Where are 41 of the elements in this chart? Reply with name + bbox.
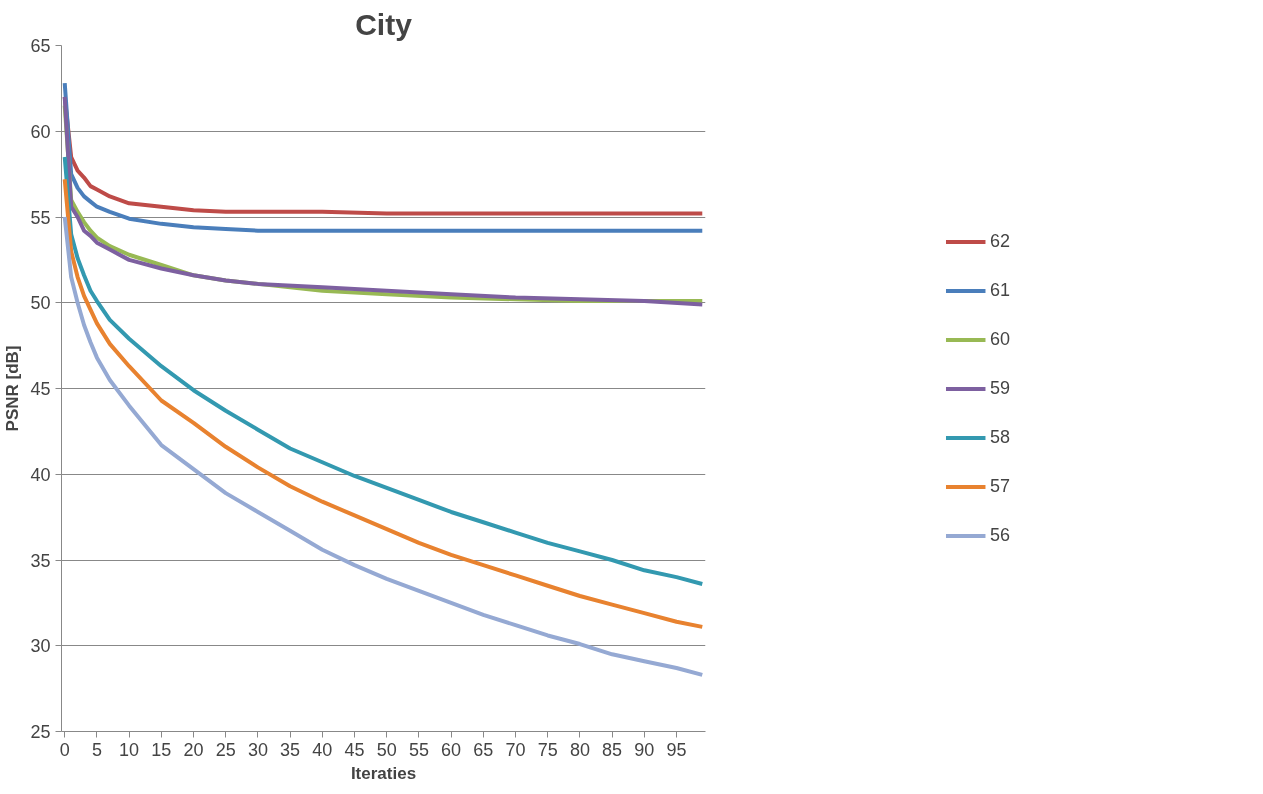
y-tick-label: 50 xyxy=(30,293,51,314)
x-tick-label: 25 xyxy=(215,739,236,760)
line-series xyxy=(62,81,705,233)
x-tick-label: 90 xyxy=(634,739,655,760)
x-tick-label: 50 xyxy=(376,739,397,760)
x-tick-label: 80 xyxy=(569,739,590,760)
y-tick-label: 60 xyxy=(30,121,51,142)
y-tick-label: 45 xyxy=(30,379,51,399)
legend-label: 60 xyxy=(989,328,1011,350)
line-series xyxy=(62,215,705,677)
x-tick-label: 20 xyxy=(183,739,204,760)
y-tick-label: 65 xyxy=(30,36,51,56)
legend-label: 61 xyxy=(989,279,1011,301)
x-tick-label: 85 xyxy=(602,739,623,760)
legend-label: 56 xyxy=(989,524,1011,546)
x-tick-label: 40 xyxy=(312,739,333,760)
x-tick-label: 30 xyxy=(247,739,268,760)
y-tick-label: 55 xyxy=(30,207,51,228)
x-tick-label: 35 xyxy=(280,739,301,760)
x-tick-label: 65 xyxy=(473,739,494,760)
x-tick-label: 0 xyxy=(59,739,70,760)
x-tick-label: 70 xyxy=(505,739,526,760)
x-tick-label: 5 xyxy=(91,739,102,760)
y-tick-label: 35 xyxy=(30,550,51,571)
x-tick-label: 55 xyxy=(408,739,429,760)
chart-title: City xyxy=(355,7,413,41)
legend-label: 57 xyxy=(989,475,1011,497)
y-tick-label: 25 xyxy=(30,722,51,742)
x-tick-label: 75 xyxy=(537,739,558,760)
x-tick-label: 45 xyxy=(344,739,365,760)
y-axis-title: PSNR [dB] xyxy=(3,345,23,432)
x-axis-title: Iteraties xyxy=(350,763,417,783)
legend-label: 62 xyxy=(989,230,1011,252)
x-tick-label: 60 xyxy=(441,739,462,760)
legend-label: 58 xyxy=(989,426,1011,448)
x-tick-label: 10 xyxy=(119,739,140,760)
y-tick-label: 30 xyxy=(30,636,51,657)
y-tick-label: 40 xyxy=(30,464,51,485)
legend-label: 59 xyxy=(989,377,1011,399)
x-tick-label: 95 xyxy=(666,739,687,760)
x-tick-label: 15 xyxy=(151,739,172,760)
